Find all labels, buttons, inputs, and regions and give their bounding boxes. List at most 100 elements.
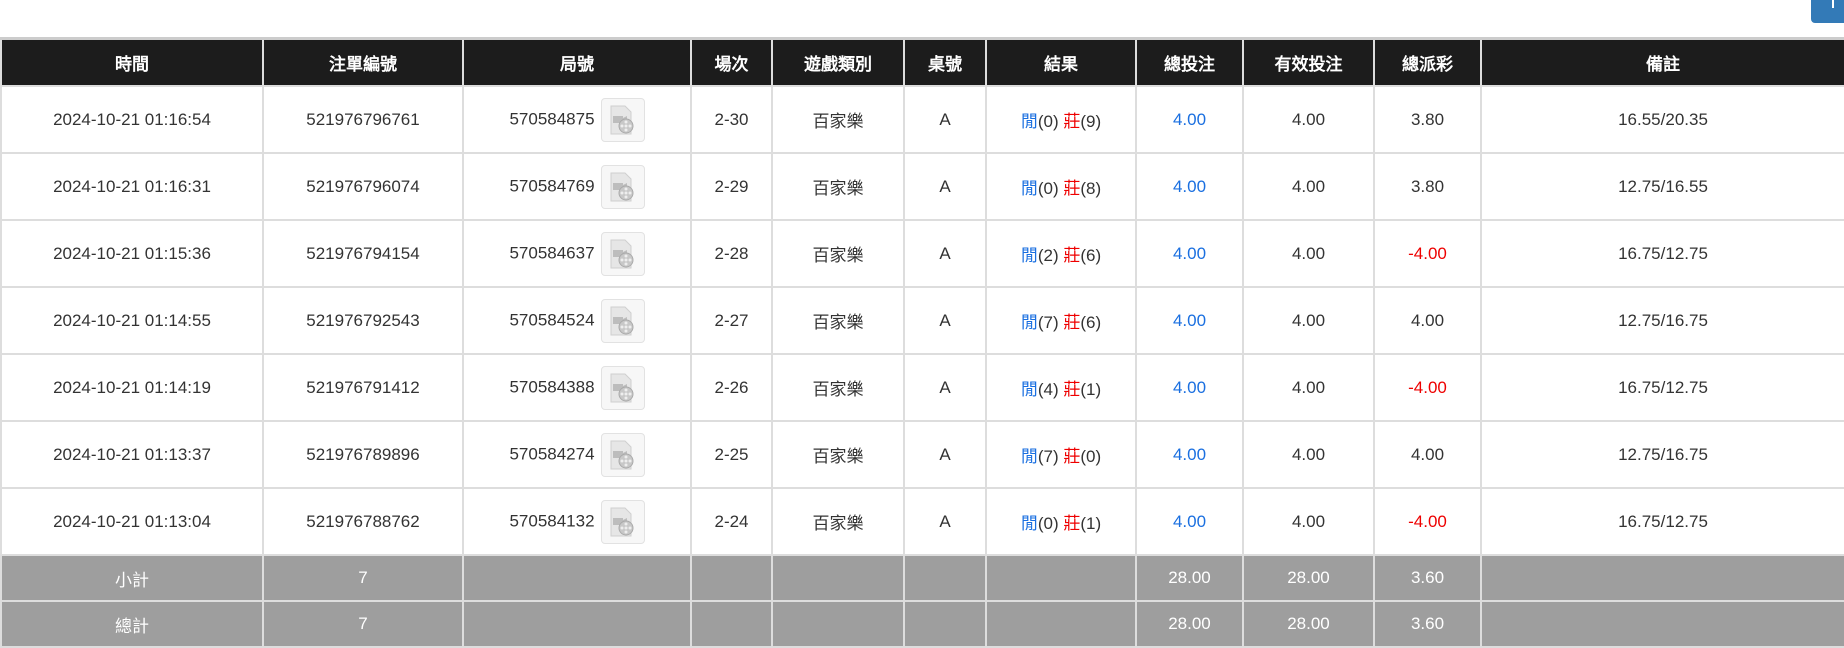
round-cell: 570584274: [462, 420, 692, 489]
player-score: (4): [1037, 380, 1059, 399]
player-score: (2): [1037, 246, 1059, 265]
shoe-cell: 2-26: [690, 353, 773, 422]
time-cell: 2024-10-21 01:13:04: [0, 487, 264, 556]
valid-bet-cell: 4.00: [1242, 286, 1375, 355]
empty-cell: [771, 600, 905, 648]
player-label: 閒: [1020, 313, 1038, 332]
video-file-icon[interactable]: [600, 298, 645, 343]
bet-id-cell: 521976789896: [262, 420, 464, 489]
note-cell: 16.75/12.75: [1480, 353, 1844, 422]
note-cell: 12.75/16.75: [1480, 286, 1844, 355]
bet-id-cell: 521976792543: [262, 286, 464, 355]
round-number: 570584388: [509, 376, 595, 396]
header-note: 備註: [1480, 37, 1844, 87]
table-row: 2024-10-21 01:16:31 521976796074 570584769…: [0, 152, 1844, 221]
header-payout: 總派彩: [1373, 37, 1482, 87]
video-file-icon[interactable]: [600, 97, 645, 142]
valid-bet-cell: 4.00: [1242, 353, 1375, 422]
result-cell: 閒(0) 莊(8): [985, 152, 1137, 221]
result-cell: 閒(0) 莊(1): [985, 487, 1137, 556]
header-game-type: 遊戲類別: [771, 37, 905, 87]
shoe-cell: 2-30: [690, 85, 773, 154]
result-cell: 閒(2) 莊(6): [985, 219, 1137, 288]
banker-label: 莊: [1063, 112, 1081, 131]
banker-score: (9): [1080, 112, 1102, 131]
round-cell: 570584524: [462, 286, 692, 355]
player-score: (0): [1037, 112, 1059, 131]
game-type-cell: 百家樂: [771, 286, 905, 355]
empty-cell: [462, 554, 692, 602]
video-file-icon[interactable]: [600, 365, 645, 410]
table-row: 2024-10-21 01:15:36 521976794154 570584637…: [0, 219, 1844, 288]
valid-bet-cell: 4.00: [1242, 85, 1375, 154]
subtotal-row: 小計 7 28.00 28.00 3.60: [0, 554, 1844, 602]
total-bet-cell: 4.00: [1135, 219, 1244, 288]
bet-id-cell: 521976794154: [262, 219, 464, 288]
bet-id-cell: 521976796761: [262, 85, 464, 154]
game-type-cell: 百家樂: [771, 487, 905, 556]
header-shoe: 場次: [690, 37, 773, 87]
shoe-cell: 2-25: [690, 420, 773, 489]
total-row: 總計 7 28.00 28.00 3.60: [0, 600, 1844, 648]
header-total-bet: 總投注: [1135, 37, 1244, 87]
subtotal-label: 小計: [0, 554, 264, 602]
header-result: 結果: [985, 37, 1137, 87]
total-bet-cell: 4.00: [1135, 152, 1244, 221]
round-number: 570584875: [509, 108, 595, 128]
table-no-cell: A: [903, 219, 987, 288]
bet-id-cell: 521976791412: [262, 353, 464, 422]
empty-cell: [903, 554, 987, 602]
banker-score: (0): [1080, 447, 1102, 466]
player-label: 閒: [1020, 246, 1038, 265]
round-number: 570584637: [509, 242, 595, 262]
header-valid-bet: 有效投注: [1242, 37, 1375, 87]
table-no-cell: A: [903, 85, 987, 154]
header-time: 時間: [0, 37, 264, 87]
bet-id-cell: 521976788762: [262, 487, 464, 556]
shoe-cell: 2-24: [690, 487, 773, 556]
total-payout: 3.60: [1373, 600, 1482, 648]
bet-id-cell: 521976796074: [262, 152, 464, 221]
round-number: 570584769: [509, 175, 595, 195]
table-row: 2024-10-21 01:14:19 521976791412 570584388…: [0, 353, 1844, 422]
result-cell: 閒(4) 莊(1): [985, 353, 1137, 422]
shoe-cell: 2-29: [690, 152, 773, 221]
player-label: 閒: [1020, 514, 1038, 533]
time-cell: 2024-10-21 01:14:55: [0, 286, 264, 355]
video-file-icon[interactable]: [600, 432, 645, 477]
empty-cell: [690, 554, 773, 602]
note-cell: 12.75/16.75: [1480, 420, 1844, 489]
header-round: 局號: [462, 37, 692, 87]
shoe-cell: 2-27: [690, 286, 773, 355]
note-cell: 16.75/12.75: [1480, 487, 1844, 556]
game-type-cell: 百家樂: [771, 219, 905, 288]
round-cell: 570584637: [462, 219, 692, 288]
payout-cell: 4.00: [1373, 286, 1482, 355]
player-label: 閒: [1020, 179, 1038, 198]
video-file-icon[interactable]: [600, 499, 645, 544]
player-label: 閒: [1020, 447, 1038, 466]
empty-cell: [1480, 600, 1844, 648]
video-file-icon[interactable]: [600, 164, 645, 209]
bet-records-table: 時間 注單編號 局號 場次 遊戲類別 桌號 結果 總投注 有效投注 總派彩 備註 2024-10-2…: [0, 37, 1844, 648]
round-cell: 570584132: [462, 487, 692, 556]
video-file-icon[interactable]: [600, 231, 645, 276]
total-bet-cell: 4.00: [1135, 353, 1244, 422]
round-cell: 570584388: [462, 353, 692, 422]
valid-bet-cell: 4.00: [1242, 152, 1375, 221]
time-cell: 2024-10-21 01:16:54: [0, 85, 264, 154]
player-score: (7): [1037, 313, 1059, 332]
total-total-bet: 28.00: [1135, 600, 1244, 648]
subtotal-payout: 3.60: [1373, 554, 1482, 602]
game-type-cell: 百家樂: [771, 152, 905, 221]
banker-score: (1): [1080, 514, 1102, 533]
note-cell: 16.55/20.35: [1480, 85, 1844, 154]
top-button[interactable]: [1811, 0, 1844, 23]
table-row: 2024-10-21 01:13:04 521976788762 570584132…: [0, 487, 1844, 556]
payout-cell: -4.00: [1373, 353, 1482, 422]
player-score: (7): [1037, 447, 1059, 466]
payout-cell: 4.00: [1373, 420, 1482, 489]
subtotal-count: 7: [262, 554, 464, 602]
time-cell: 2024-10-21 01:15:36: [0, 219, 264, 288]
total-bet-cell: 4.00: [1135, 420, 1244, 489]
